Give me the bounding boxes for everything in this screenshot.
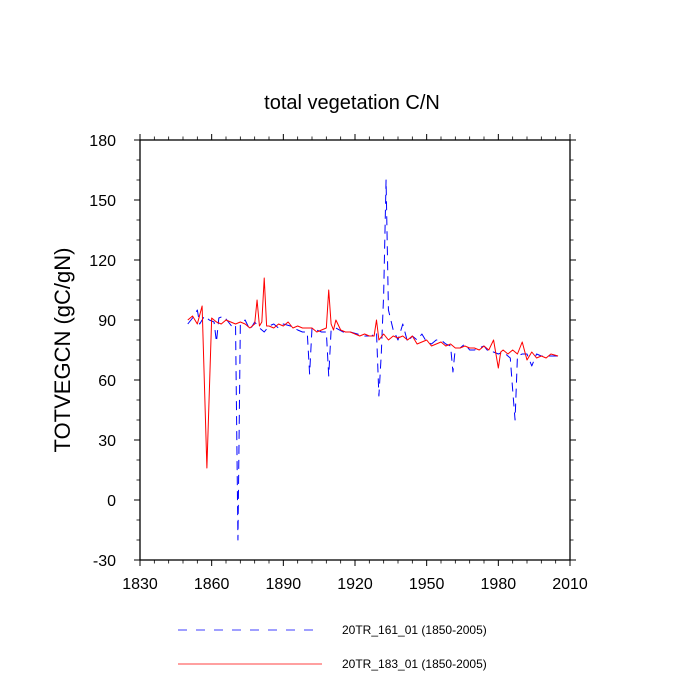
y-tick-label: -30 [93, 553, 116, 570]
y-tick-label: 180 [89, 133, 116, 150]
plot-frame [139, 139, 571, 561]
series-layer [187, 179, 559, 541]
legend-label-20tr-183: 20TR_183_01 (1850-2005) [342, 657, 487, 671]
series-line-1 [187, 277, 559, 469]
y-tick-label: 60 [98, 373, 116, 390]
y-tick-label: 90 [98, 313, 116, 330]
y-tick-label: 150 [89, 193, 116, 210]
ticks-layer [134, 134, 576, 566]
legend-label-20tr-161: 20TR_161_01 (1850-2005) [342, 623, 487, 637]
y-tick-label: 120 [89, 253, 116, 270]
y-tick-label: 30 [98, 433, 116, 450]
x-tick-labels: 1830 1860 1890 1920 1950 1980 2010 [122, 576, 588, 593]
x-tick-label: 2010 [552, 576, 588, 593]
y-tick-label: 0 [107, 493, 116, 510]
y-tick-labels: -30 0 30 60 90 120 150 180 [89, 133, 116, 570]
series-line-0 [187, 179, 559, 541]
x-tick-label: 1890 [266, 576, 302, 593]
x-tick-label: 1980 [481, 576, 517, 593]
x-tick-label: 1950 [409, 576, 445, 593]
legend: 20TR_161_01 (1850-2005) 20TR_183_01 (185… [178, 623, 487, 671]
x-tick-label: 1920 [337, 576, 373, 593]
y-axis-label: TOTVEGCN (gC/gN) [50, 248, 75, 453]
x-tick-label: 1830 [122, 576, 158, 593]
chart-title: total vegetation C/N [264, 92, 440, 114]
x-tick-label: 1860 [194, 576, 230, 593]
